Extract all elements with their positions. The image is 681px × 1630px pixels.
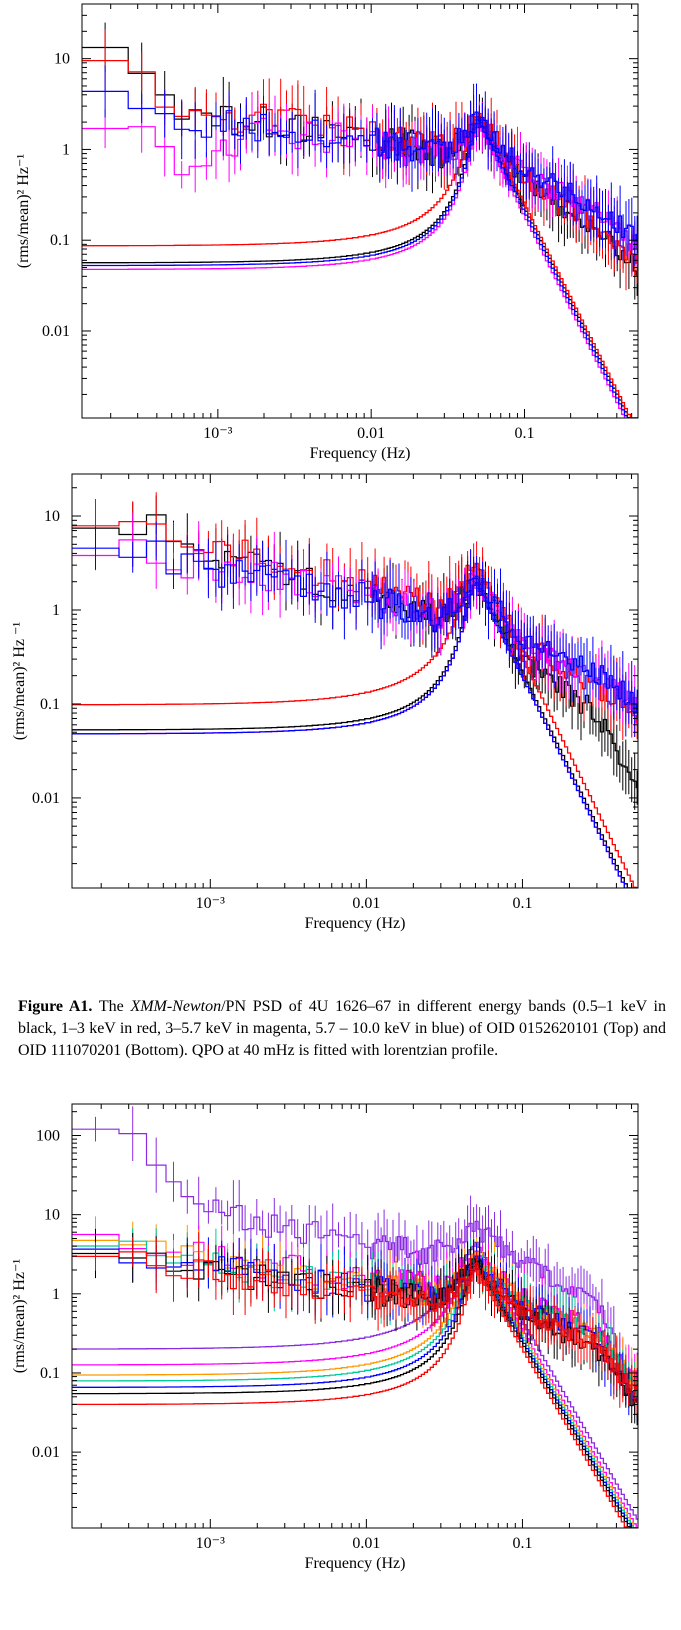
caption-pre: The xyxy=(92,998,131,1015)
plot-frame xyxy=(71,1103,639,1529)
x-axis-label: Frequency (Hz) xyxy=(310,445,411,462)
psd-series-1 xyxy=(72,1233,638,1382)
y-tick-label-1: 1 xyxy=(52,602,60,619)
y-tick-label-3: 0.1 xyxy=(40,1365,60,1382)
model-curve-1 xyxy=(72,562,638,888)
model-curve-5 xyxy=(72,1263,638,1528)
psd-series-2 xyxy=(82,117,638,251)
plot-frame xyxy=(81,3,639,419)
caption-text: /PN PSD of 4U 1626–67 in different energ… xyxy=(18,998,667,1059)
x-tick-label-2: 0.1 xyxy=(514,425,534,442)
x-tick-label-2: 0.1 xyxy=(512,895,532,912)
y-tick-label-0: 10 xyxy=(54,51,70,68)
model-curve-2 xyxy=(82,124,638,418)
y-tick-label-1: 1 xyxy=(62,141,70,158)
plot-area xyxy=(72,492,638,888)
x-tick-label-1: 0.01 xyxy=(352,1535,380,1552)
psd-series-3 xyxy=(72,540,638,713)
caption-label: Figure A1. xyxy=(18,998,93,1015)
axis-ticks xyxy=(72,1104,638,1528)
y-tick-label-1: 10 xyxy=(44,1207,60,1224)
psd-series-6 xyxy=(72,1251,638,1393)
psd-series-2 xyxy=(72,539,638,710)
psd-chart-top: 10⁻³ 0.01 0.1 10 1 0.1 0.01 Frequency (Hz) (rms/… xyxy=(15,3,639,462)
error-bars-1 xyxy=(95,492,638,741)
psd-chart-bottom: 10⁻³ 0.01 0.1 100 10 1 0.1 0.01 Frequency (Hz) (r… xyxy=(11,1103,639,1572)
psd-series-0 xyxy=(72,1128,638,1394)
y-tick-label-0: 100 xyxy=(36,1127,60,1144)
y-axis-label: (rms/mean)² Hz ⁻¹ xyxy=(11,622,28,741)
model-curve-3 xyxy=(82,120,638,418)
model-curve-0 xyxy=(72,577,638,888)
plot-area xyxy=(72,1106,638,1528)
model-curve-3 xyxy=(72,582,638,888)
plot-area xyxy=(82,22,638,418)
x-tick-label-2: 0.1 xyxy=(512,1535,532,1552)
model-curve-6 xyxy=(72,1269,638,1528)
x-tick-label-0: 10⁻³ xyxy=(203,425,232,442)
x-tick-label-1: 0.01 xyxy=(357,425,385,442)
error-bars-3 xyxy=(104,65,638,266)
y-axis-label: (rms/mean)² Hz⁻¹ xyxy=(15,154,32,269)
model-curve-4 xyxy=(72,1260,638,1528)
x-axis-label: Frequency (Hz) xyxy=(305,915,406,932)
axis-ticks xyxy=(72,474,638,888)
psd-series-0 xyxy=(82,46,638,276)
figure-caption: Figure A1. The XMM-Newton/PN PSD of 4U 1… xyxy=(18,996,666,1062)
y-axis-label: (rms/mean)² Hz⁻¹ xyxy=(11,1259,28,1374)
y-tick-label-3: 0.01 xyxy=(42,323,70,340)
y-tick-label-2: 0.1 xyxy=(40,696,60,713)
x-axis-label: Frequency (Hz) xyxy=(305,1555,406,1572)
x-tick-label-0: 10⁻³ xyxy=(196,895,225,912)
axis-ticks xyxy=(82,3,638,418)
y-tick-label-3: 0.01 xyxy=(32,790,60,807)
x-tick-label-1: 0.01 xyxy=(352,895,380,912)
caption-mission: XMM-Newton xyxy=(130,998,222,1015)
y-tick-label-4: 0.01 xyxy=(32,1444,60,1461)
psd-series-1 xyxy=(72,521,638,724)
plot-frame xyxy=(71,473,639,889)
y-tick-label-2: 0.1 xyxy=(50,232,70,249)
psd-series-3 xyxy=(82,90,638,242)
x-tick-label-0: 10⁻³ xyxy=(196,1535,225,1552)
y-tick-label-0: 10 xyxy=(44,508,60,525)
error-bars-0 xyxy=(104,22,638,300)
y-tick-label-2: 1 xyxy=(52,1286,60,1303)
psd-chart-middle: 10⁻³ 0.01 0.1 10 1 0.1 0.01 Frequency (Hz) (rms/… xyxy=(11,473,639,932)
psd-series-1 xyxy=(82,60,638,264)
error-bars-1 xyxy=(104,29,638,291)
